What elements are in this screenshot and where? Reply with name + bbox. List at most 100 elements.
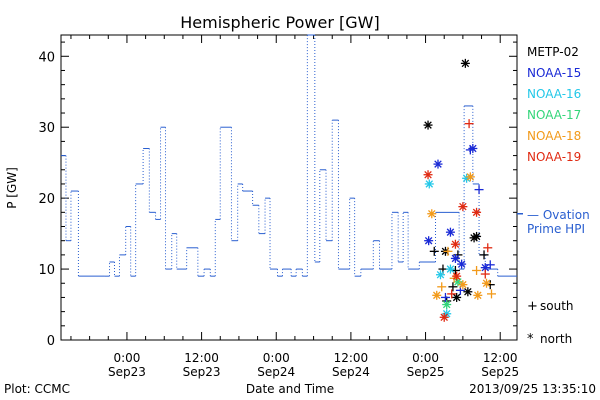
x-tick-label-time: 12:00 — [334, 351, 369, 365]
satellite-points — [423, 58, 496, 322]
star-stroke — [482, 279, 491, 288]
x-tick-label-time: 12:00 — [483, 351, 518, 365]
x-tick-label-date: Sep23 — [183, 365, 221, 379]
noaa-15-north-point — [433, 159, 443, 169]
y-tick-label: 30 — [38, 121, 55, 136]
metp-02-north-point — [460, 58, 470, 68]
noaa-17-north-point — [442, 300, 452, 310]
metp-02-south-point — [479, 250, 489, 260]
noaa-19-south-point — [447, 289, 457, 299]
star-stroke — [434, 160, 442, 168]
star-stroke — [428, 209, 436, 218]
footer-left: Plot: CCMC — [4, 382, 70, 396]
noaa-18-south-point — [443, 246, 453, 256]
metp-02-north-point — [423, 120, 433, 130]
noaa-18-south-point — [472, 265, 482, 275]
noaa-19-north-point — [423, 170, 433, 180]
x-axis: 0:00Sep2312:00Sep230:00Sep2412:00Sep240:… — [70, 35, 519, 379]
metp-02-south-point — [448, 282, 458, 292]
x-tick-label-date: Sep24 — [332, 365, 370, 379]
chart-title: Hemispheric Power [GW] — [180, 13, 379, 32]
star-stroke — [446, 228, 455, 236]
noaa-18-north-point — [482, 278, 492, 288]
star-stroke — [442, 300, 451, 309]
legend: METP-02 NOAA-15 NOAA-16 NOAA-17 NOAA-18 NOAA-… — [527, 45, 581, 164]
noaa-15-north-point — [450, 253, 460, 263]
noaa-15-north-point — [468, 143, 478, 153]
noaa-15-north-point — [424, 236, 434, 246]
metp-02-north-point — [463, 287, 473, 297]
star-stroke — [446, 265, 455, 273]
star-stroke — [451, 254, 460, 263]
star-stroke — [454, 278, 462, 286]
star-stroke — [457, 260, 466, 268]
star-stroke — [424, 236, 433, 245]
y-tick-label: 20 — [38, 192, 55, 207]
x-tick-label-time: 12:00 — [184, 351, 219, 365]
star-stroke — [459, 202, 467, 211]
noaa-18-north-point — [427, 209, 437, 219]
north-marker-symbol: * — [527, 332, 534, 347]
star-stroke — [424, 121, 432, 129]
star-stroke — [425, 180, 434, 188]
x-tick-label-time: 0:00 — [113, 351, 140, 365]
star-stroke — [432, 291, 441, 300]
x-tick-label-date: Sep23 — [108, 365, 146, 379]
noaa-19-north-point — [472, 207, 482, 217]
star-stroke — [424, 170, 432, 179]
star-stroke — [436, 270, 445, 279]
y-axis-label: P [GW] — [5, 167, 19, 209]
star-stroke — [472, 232, 481, 241]
y-axis: 0 10 20 30 40 — [38, 41, 517, 349]
noaa-19-south-point — [480, 269, 490, 279]
x-tick-label-date: Sep25 — [407, 365, 445, 379]
x-tick-label-date: Sep24 — [257, 365, 295, 379]
ovation-series — [61, 34, 523, 277]
star-stroke — [452, 272, 461, 280]
x-tick-label-time: 0:00 — [412, 351, 439, 365]
noaa-15-north-point — [445, 227, 455, 237]
star-stroke — [440, 313, 448, 322]
noaa-18-north-point — [432, 290, 442, 300]
star-stroke — [459, 280, 467, 289]
south-marker-symbol: + — [527, 299, 538, 314]
noaa-18-north-point — [458, 280, 468, 290]
noaa-15-south-point — [465, 145, 475, 155]
noaa-15-north-point — [457, 259, 467, 269]
plot-frame — [60, 34, 518, 341]
noaa-18-north-point — [473, 290, 483, 300]
noaa-19-south-point — [464, 119, 474, 129]
legend-noaa-19: NOAA-19 — [527, 150, 581, 164]
metp-02-north-point — [472, 231, 482, 241]
noaa-19-south-point — [483, 243, 493, 253]
noaa-15-south-point — [485, 260, 495, 270]
noaa-18-north-point — [465, 172, 475, 182]
legend-noaa-16: NOAA-16 — [527, 87, 581, 101]
noaa-19-north-point — [439, 312, 449, 322]
noaa-16-north-point — [445, 264, 455, 274]
south-marker-label: south — [540, 299, 574, 313]
noaa-19-north-point — [452, 271, 462, 281]
north-marker-label: north — [540, 332, 572, 346]
star-stroke — [451, 240, 460, 249]
y-tick-label: 10 — [38, 263, 55, 278]
star-stroke — [472, 208, 481, 217]
ovation-label-line2: Prime HPI — [527, 222, 585, 236]
noaa-15-south-point — [474, 185, 484, 195]
noaa-16-north-point — [435, 270, 445, 280]
noaa-19-north-point — [450, 239, 460, 249]
footer-right: 2013/09/25 13:35:10 — [469, 382, 596, 396]
noaa-18-south-point — [437, 282, 447, 292]
star-stroke — [466, 173, 475, 181]
legend-metp-02: METP-02 — [527, 45, 579, 59]
marker-legend: + south * north — [527, 299, 574, 347]
noaa-15-south-point — [440, 292, 450, 302]
ovation-legend: — Ovation Prime HPI — [527, 208, 590, 236]
y-tick-label: 40 — [38, 50, 55, 65]
metp-02-north-point — [452, 292, 462, 302]
star-stroke — [474, 291, 482, 300]
star-stroke — [461, 59, 470, 68]
metp-02-south-point — [429, 246, 439, 256]
noaa-16-north-point — [424, 179, 434, 189]
